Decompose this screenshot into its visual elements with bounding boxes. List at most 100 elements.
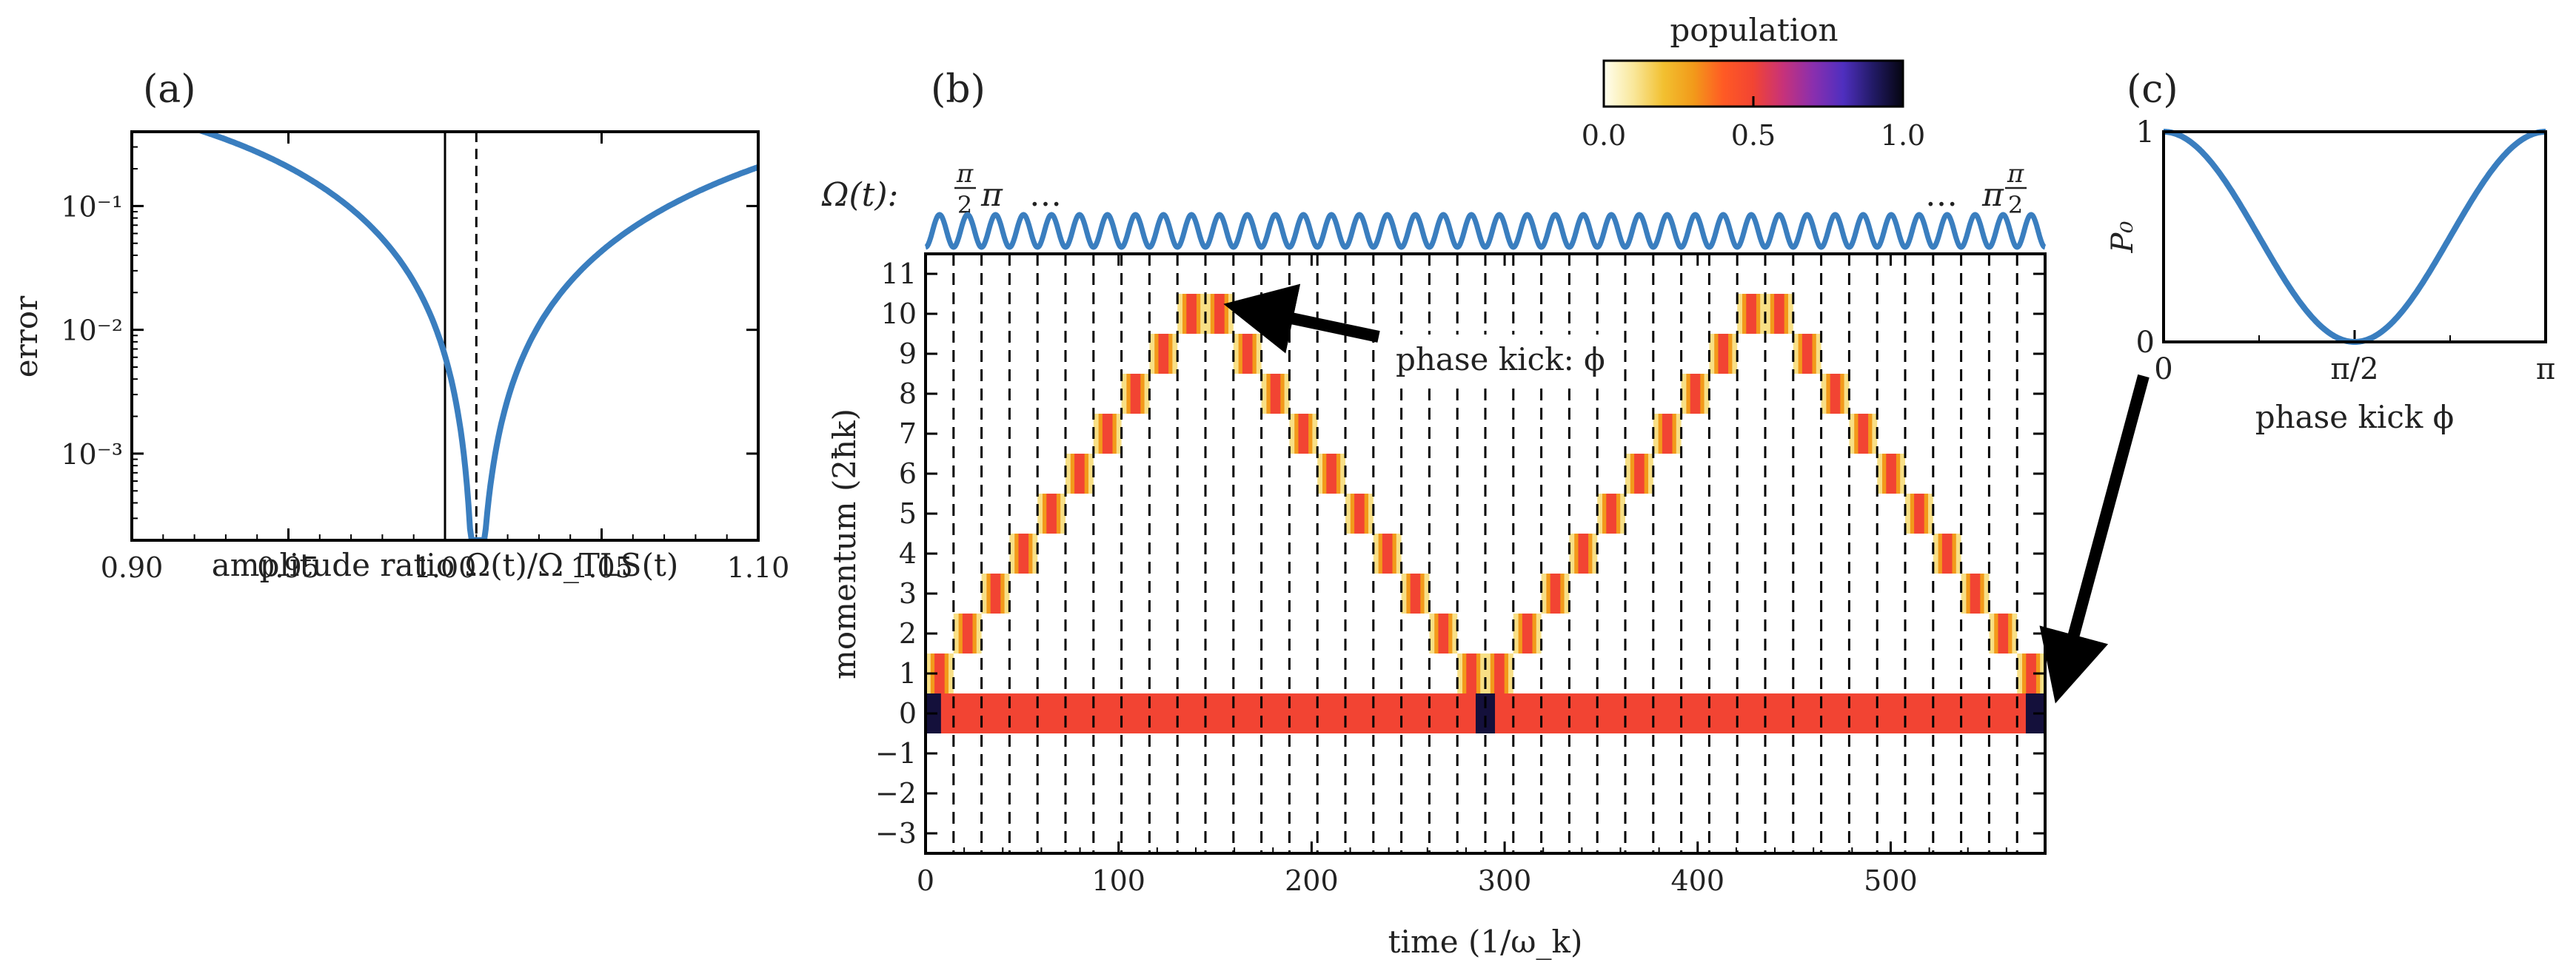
excited-cell-core bbox=[1466, 654, 1476, 693]
panel-b-ytick-label: 0 bbox=[899, 697, 917, 730]
excited-cell-core bbox=[1606, 494, 1616, 534]
panel-b-ytick-label: 7 bbox=[899, 417, 917, 450]
excited-cell-core bbox=[1214, 294, 1225, 334]
omega-left-frac-num: π bbox=[956, 159, 974, 189]
panel-a: (a) error 10⁻¹ 10⁻² 10⁻³ 0.90 0.95 1.00 1.05 1… bbox=[8, 67, 789, 584]
panel-c-ticks bbox=[2162, 130, 2547, 343]
panel-b-xtick-label: 300 bbox=[1478, 864, 1532, 897]
excited-cell-core bbox=[1662, 414, 1673, 454]
excited-cell-core bbox=[1242, 334, 1253, 374]
panel-c: (c) 01 0 π/2 π P₀ phase kick ϕ bbox=[2106, 67, 2555, 435]
panel-a-xtick-label: 0.90 bbox=[101, 551, 164, 584]
colorbar-title: population bbox=[1670, 12, 1838, 48]
excited-cell-core bbox=[1830, 374, 1841, 414]
panel-b-ytick-label: 4 bbox=[899, 537, 917, 570]
panel-a-xtick-labels: 0.90 0.95 1.00 1.05 1.10 bbox=[101, 551, 790, 584]
panel-b-xtick-label: 500 bbox=[1864, 864, 1918, 897]
excited-cell-core bbox=[1718, 334, 1729, 374]
panel-b-ytick-label: 1 bbox=[899, 657, 917, 690]
panel-a-xtick-label: 0.95 bbox=[257, 551, 320, 584]
excited-cell-core bbox=[1634, 454, 1645, 494]
panel-b-ylabel: momentum (2ħk) bbox=[826, 409, 863, 679]
panel-a-error-curve bbox=[194, 132, 758, 540]
panel-c-frame bbox=[2162, 130, 2547, 343]
excited-cell-core bbox=[1018, 534, 1029, 574]
excited-cell-core bbox=[1858, 414, 1869, 454]
panel-c-ytick-label: 1 bbox=[2136, 115, 2155, 149]
excited-cell-core bbox=[1270, 374, 1281, 414]
excited-cell-core bbox=[1438, 614, 1449, 654]
omega-right-ellipsis: … bbox=[1925, 176, 1958, 214]
excited-cell-core bbox=[1186, 294, 1197, 334]
excited-cell-core bbox=[1886, 454, 1896, 494]
panel-b-ytick-label: 9 bbox=[899, 337, 917, 370]
excited-cell-core bbox=[962, 614, 973, 654]
excited-cell-core bbox=[2026, 654, 2036, 693]
omega-left-pi: π bbox=[980, 176, 1003, 214]
panel-b-ytick-label: 8 bbox=[899, 377, 917, 410]
colorbar-tick-label: 1.0 bbox=[1881, 119, 1925, 152]
omega-pulse-wave bbox=[924, 212, 2047, 250]
excited-cell-core bbox=[1690, 374, 1701, 414]
panel-b-xtick-label: 400 bbox=[1670, 864, 1724, 897]
omega-label: Ω(t): bbox=[821, 176, 898, 214]
panel-a-ytick-labels: 10⁻¹ 10⁻² 10⁻³ bbox=[61, 190, 123, 471]
panel-c-xtick-label: 0 bbox=[2154, 352, 2172, 386]
excited-cell-core bbox=[1298, 414, 1309, 454]
panel-b-xtick-label: 0 bbox=[917, 864, 934, 897]
panel-a-xtick-label: 1.00 bbox=[414, 551, 477, 584]
omega-left-frac-den: 2 bbox=[957, 191, 972, 219]
excited-cell-core bbox=[1550, 574, 1561, 614]
panel-c-xtick-labels: 0 π/2 π bbox=[2154, 352, 2555, 386]
omega-right-frac-num: π bbox=[2007, 159, 2024, 189]
excited-cell-core bbox=[990, 574, 1001, 614]
panel-b-label: (b) bbox=[931, 67, 986, 112]
panel-b-xtick-labels: 0 100 200 300 400 500 bbox=[917, 864, 1918, 897]
panel-b-ytick-label: 5 bbox=[899, 497, 917, 530]
excited-cell-core bbox=[1074, 454, 1085, 494]
panel-b-ytick-label: −2 bbox=[875, 777, 917, 810]
panel-b-xtick-label: 100 bbox=[1091, 864, 1145, 897]
panel-a-vlines bbox=[444, 132, 478, 540]
excited-cell-core bbox=[1801, 334, 1813, 374]
excited-cell-core bbox=[1354, 494, 1365, 534]
phase-kick-annotation: phase kick: ϕ bbox=[1396, 341, 1605, 377]
panel-c-p0-curve bbox=[2164, 129, 2546, 345]
excited-cell-core bbox=[1158, 334, 1169, 374]
panel-a-label: (a) bbox=[143, 67, 196, 112]
panel-a-ytick-label: 10⁻² bbox=[61, 315, 123, 347]
panel-b-xtick-label: 200 bbox=[1285, 864, 1339, 897]
panel-c-xlabel: phase kick ϕ bbox=[2255, 399, 2455, 435]
colorbar-tick-label: 0.5 bbox=[1731, 119, 1776, 152]
excited-cell-core bbox=[1970, 574, 1981, 614]
panel-a-ylabel: error bbox=[8, 295, 44, 377]
panel-c-label: (c) bbox=[2127, 67, 2178, 112]
excited-cell-core bbox=[934, 654, 945, 693]
panel-c-ytick-label: 0 bbox=[2136, 326, 2155, 360]
excited-cell-core bbox=[1326, 454, 1336, 494]
panel-b-ticks bbox=[924, 254, 2045, 853]
omega-left-ellipsis: … bbox=[1029, 176, 1062, 214]
excited-cell-core bbox=[1130, 374, 1141, 414]
annotation-box bbox=[1385, 335, 1622, 382]
panel-b-xlabel: time (1/ω_k) bbox=[1388, 924, 1583, 960]
panel-c-xtick-label: π bbox=[2536, 352, 2555, 386]
panel-c-ytick-labels: 01 bbox=[2136, 115, 2155, 360]
excited-cell-core bbox=[1522, 614, 1533, 654]
excited-cell-core bbox=[1410, 574, 1421, 614]
excited-cell-core bbox=[1774, 294, 1784, 334]
excited-cell-core bbox=[1746, 294, 1756, 334]
panel-b-ytick-label: 10 bbox=[881, 298, 917, 330]
omega-right-frac-den: 2 bbox=[2008, 191, 2023, 219]
panel-b-ytick-label: 6 bbox=[899, 457, 917, 490]
panel-c-xtick-label: π/2 bbox=[2330, 352, 2378, 386]
excited-cell-core bbox=[1494, 654, 1505, 693]
colorbar-ticks: 0.0 0.5 1.0 bbox=[1582, 96, 1925, 152]
panel-a-xlabel: amplitude ratio Ω(t)/Ω_TLS(t) bbox=[212, 547, 678, 583]
panel-a-xtick-label: 1.10 bbox=[727, 551, 790, 584]
excited-cell-core bbox=[1578, 534, 1589, 574]
panel-a-frame bbox=[130, 130, 760, 542]
excited-cell-core bbox=[1046, 494, 1057, 534]
